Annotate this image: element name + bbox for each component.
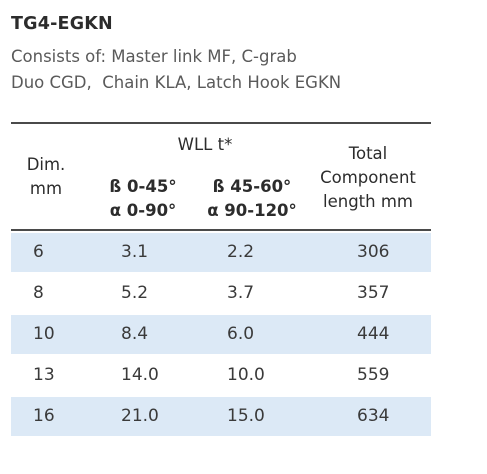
cell-wll-1: 21.0: [121, 406, 159, 426]
cell-dim: 8: [33, 283, 44, 303]
header-dim: Dim. mm: [18, 153, 74, 201]
header-dim-line: mm: [29, 179, 63, 198]
table-row: 6 3.1 2.2 306: [11, 233, 431, 272]
header-wll: WLL t*: [177, 135, 233, 154]
cell-wll-2: 2.2: [227, 242, 255, 262]
header-total-line: Component: [320, 168, 416, 187]
cell-wll-1: 3.1: [121, 242, 149, 262]
cell-wll-2: 15.0: [227, 406, 265, 426]
page-title: TG4-EGKN: [11, 14, 113, 34]
header-alpha-range: α 90-120°: [207, 201, 297, 220]
table-top-rule: [11, 122, 431, 124]
cell-length: 559: [357, 365, 390, 385]
cell-wll-2: 10.0: [227, 365, 265, 385]
header-total-length: Total Component length mm: [306, 142, 430, 214]
table-row: 16 21.0 15.0 634: [11, 397, 431, 436]
cell-dim: 13: [33, 365, 55, 385]
header-wll-col2: ß 45-60° α 90-120°: [198, 175, 306, 223]
header-dim-line: Dim.: [26, 155, 66, 174]
cell-wll-1: 5.2: [121, 283, 149, 303]
header-beta-range: ß 45-60°: [212, 177, 292, 196]
table-row: 13 14.0 10.0 559: [11, 356, 431, 395]
cell-wll-2: 6.0: [227, 324, 255, 344]
description-line: Duo CGD, Chain KLA, Latch Hook EGKN: [11, 73, 342, 92]
header-wll-col1: ß 0-45° α 0-90°: [96, 175, 190, 223]
header-total-line: Total: [348, 144, 388, 163]
cell-dim: 6: [33, 242, 44, 262]
cell-length: 634: [357, 406, 390, 426]
cell-length: 357: [357, 283, 390, 303]
description: Consists of: Master link MF, C-grab Duo …: [11, 44, 481, 96]
cell-dim: 16: [33, 406, 55, 426]
description-line: Consists of: Master link MF, C-grab: [11, 47, 297, 66]
header-total-line: length mm: [323, 192, 413, 211]
cell-wll-2: 3.7: [227, 283, 255, 303]
cell-length: 306: [357, 242, 390, 262]
table-header-rule: [11, 229, 431, 231]
cell-wll-1: 14.0: [121, 365, 159, 385]
cell-dim: 10: [33, 324, 55, 344]
table-row: 8 5.2 3.7 357: [11, 274, 431, 313]
cell-wll-1: 8.4: [121, 324, 149, 344]
header-alpha-range: α 0-90°: [109, 201, 177, 220]
header-beta-range: ß 0-45°: [109, 177, 177, 196]
cell-length: 444: [357, 324, 390, 344]
table-row: 10 8.4 6.0 444: [11, 315, 431, 354]
